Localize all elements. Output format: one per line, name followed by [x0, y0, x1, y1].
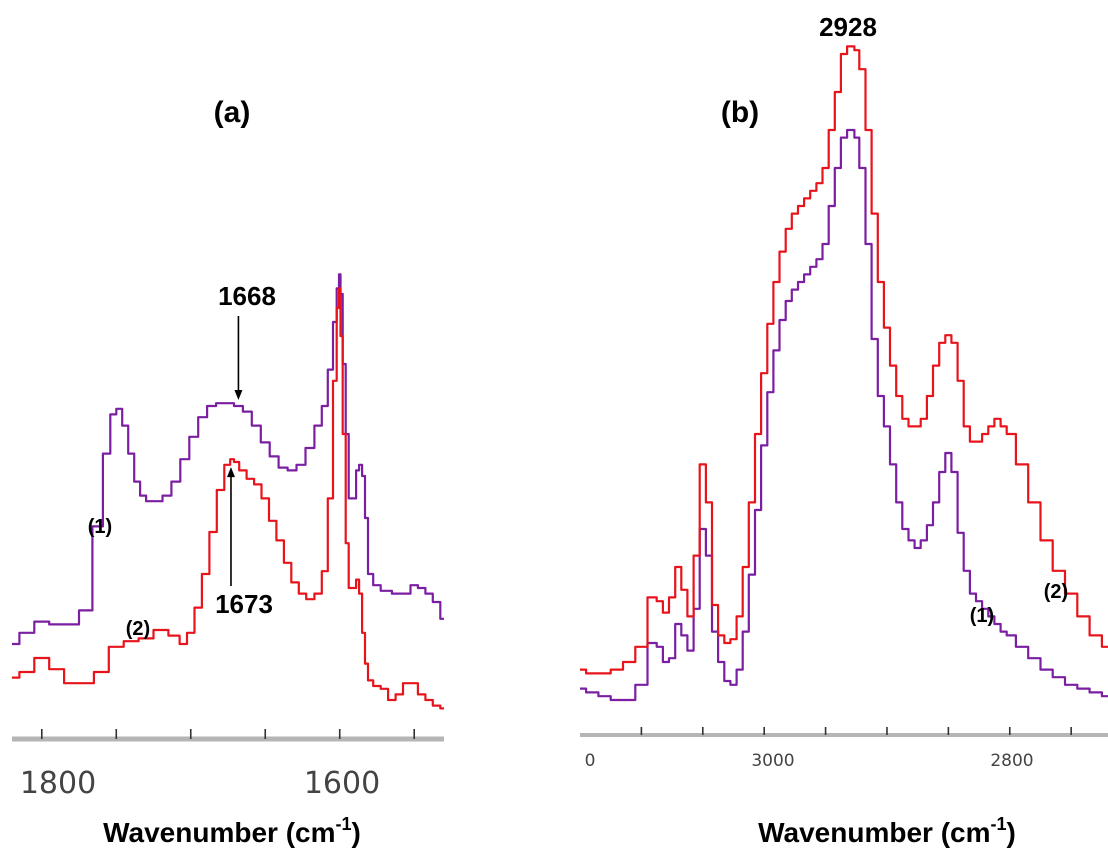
panel-b-series-2-label: (2) [1044, 581, 1068, 603]
panel-b-tick-label-2800: 2800 [990, 751, 1033, 771]
panel-a-tick-label-1800: 1800 [20, 766, 96, 801]
panel-b-label: (b) [721, 96, 759, 129]
panel-a-x-axis-title-close: ) [352, 817, 361, 848]
panel-a: (a) 1800 1600 Wavenumber (cm-1) 1668 167… [12, 96, 444, 848]
panel-b-tick-label-0: 0 [585, 751, 596, 771]
panel-b-tick-label-3000: 3000 [751, 751, 794, 771]
panel-b-series [580, 45, 1108, 702]
panel-a-minor-ticks [40, 729, 416, 739]
annotation-1673: 1673 [215, 589, 273, 619]
panel-b-annotations: 2928 (1) (2) [819, 12, 1068, 627]
annotation-2928: 2928 [819, 12, 877, 42]
panel-b-series-2-line [580, 45, 1108, 675]
panel-a-series-2-line [12, 287, 444, 710]
panel-a-series-1-line [12, 273, 444, 646]
panel-b-series-1-label: (1) [970, 605, 994, 627]
panel-a-x-axis-title: Wavenumber (cm-1) [103, 814, 361, 848]
panel-b-x-axis-title-sup: -1 [991, 814, 1007, 834]
panel-b: (b) 0 3000 2800 Wavenumber (cm-1) 2928 (… [580, 12, 1108, 848]
panel-b-series-1-line [580, 128, 1108, 702]
panel-a-label: (a) [214, 96, 251, 129]
panel-b-x-axis-title-close: ) [1007, 817, 1016, 848]
panel-a-series-2-label: (2) [126, 618, 150, 640]
panel-a-x-axis-title-sup: -1 [336, 814, 352, 834]
panel-b-minor-ticks [640, 727, 1072, 735]
annotation-1668: 1668 [218, 281, 276, 311]
panel-a-x-axis-title-main: Wavenumber (cm [103, 817, 335, 848]
panel-a-annotations: 1668 1673 (1) (2) [88, 281, 276, 640]
panel-b-x-axis-title-main: Wavenumber (cm [758, 817, 990, 848]
panel-a-tick-label-1600: 1600 [304, 766, 380, 801]
panel-a-series [12, 273, 444, 710]
panel-b-x-axis-title: Wavenumber (cm-1) [758, 814, 1016, 848]
annotation-1668-arrow-head [234, 390, 243, 400]
panel-a-series-1-label: (1) [88, 516, 112, 538]
annotation-1673-arrow-head [226, 467, 235, 478]
